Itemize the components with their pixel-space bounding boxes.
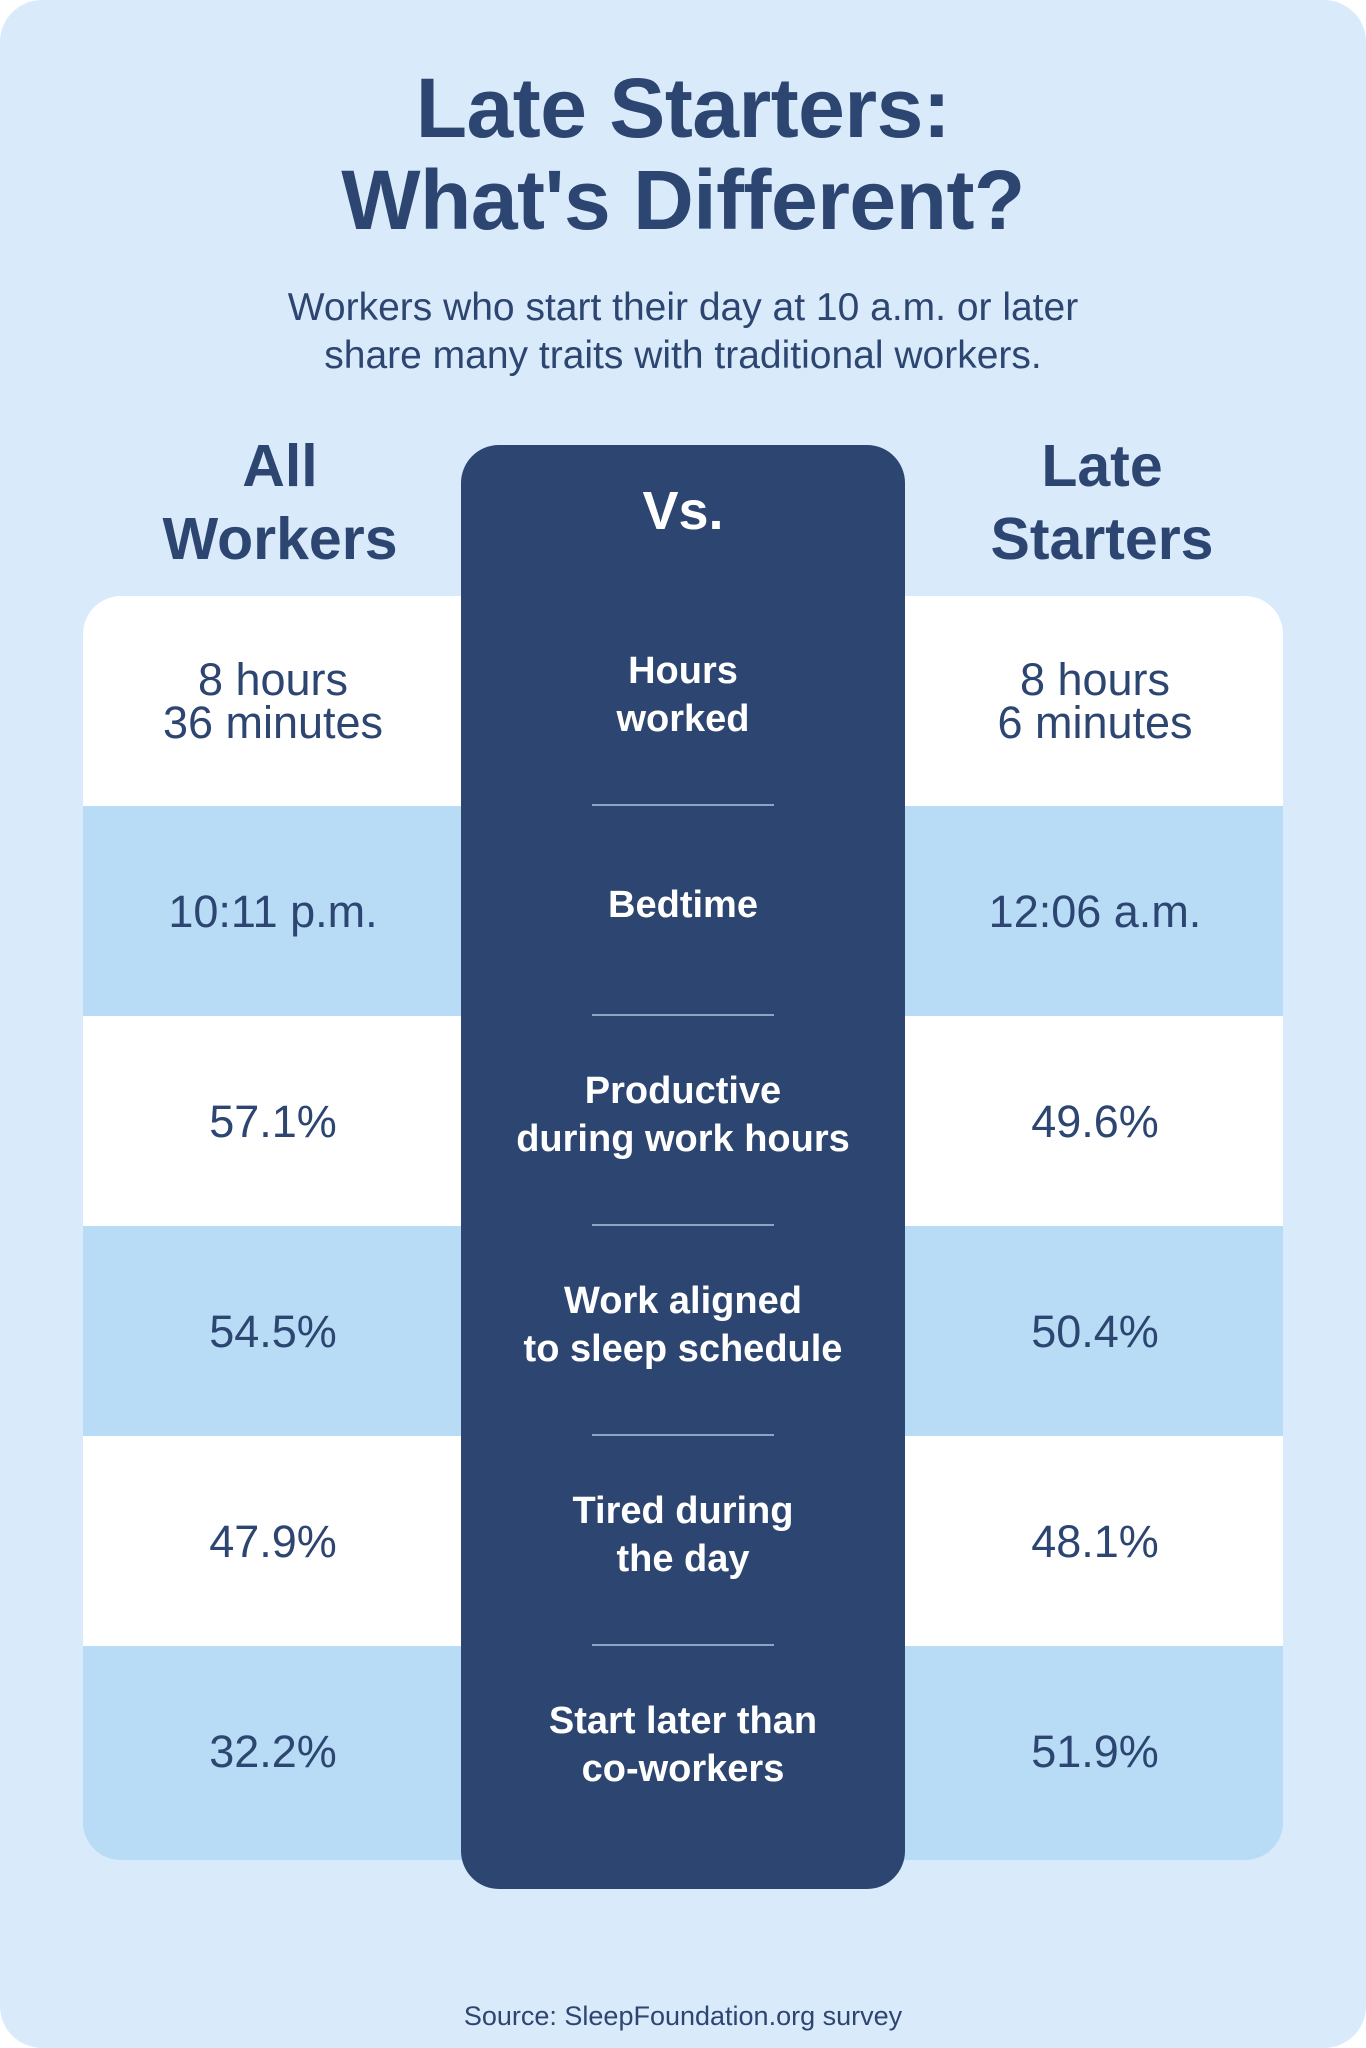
page-title: Late Starters: What's Different?	[0, 62, 1366, 246]
metric-label: Bedtime	[608, 884, 758, 926]
row-divider	[592, 1014, 774, 1016]
all-workers-value: 47.9%	[209, 1515, 337, 1567]
column-header-late-starters: Late Starters	[912, 430, 1292, 576]
metric-label: Tired during the day	[572, 1490, 794, 1580]
all-workers-value: 57.1%	[209, 1095, 337, 1147]
title-line-2: What's Different?	[341, 153, 1025, 247]
all-workers-value: 10:11 p.m.	[168, 885, 378, 937]
all-workers-value: 54.5%	[209, 1305, 337, 1357]
column-header-all-workers: All Workers	[90, 430, 470, 576]
column-header-all-workers-line-1: All	[242, 433, 318, 499]
row-divider	[592, 1434, 774, 1436]
row-divider	[592, 1644, 774, 1646]
row-divider	[592, 1224, 774, 1226]
metric-label: Work aligned to sleep schedule	[523, 1280, 843, 1370]
all-workers-value: 32.2%	[209, 1725, 337, 1777]
late-starters-value: 8 hours 6 minutes	[997, 654, 1193, 748]
subtitle: Workers who start their day at 10 a.m. o…	[0, 284, 1366, 380]
all-workers-value: 8 hours 36 minutes	[162, 654, 384, 748]
column-header-late-starters-line-2: Starters	[990, 506, 1214, 572]
source-note: Source: SleepFoundation.org survey	[463, 2001, 903, 2031]
metric-column: Vs. Hours worked Bedtime Productive during…	[461, 445, 905, 1889]
title-line-1: Late Starters:	[415, 61, 951, 155]
column-header-late-starters-line-1: Late	[1041, 433, 1163, 499]
subtitle-line-1: Workers who start their day at 10 a.m. o…	[287, 286, 1079, 329]
late-starters-value: 12:06 a.m.	[988, 885, 1202, 937]
metric-label: Productive during work hours	[516, 1070, 850, 1160]
versus-label: Vs.	[642, 481, 724, 541]
late-starters-value: 50.4%	[1031, 1305, 1159, 1357]
late-starters-value: 48.1%	[1031, 1515, 1159, 1567]
late-starters-value: 51.9%	[1031, 1725, 1159, 1777]
metric-label: Hours worked	[616, 650, 750, 740]
metric-label: Start later than co-workers	[548, 1700, 818, 1790]
row-divider	[592, 804, 774, 806]
column-header-all-workers-line-2: Workers	[162, 506, 398, 572]
late-starters-value: 49.6%	[1031, 1095, 1159, 1147]
subtitle-line-2: share many traits with traditional worke…	[324, 334, 1042, 377]
